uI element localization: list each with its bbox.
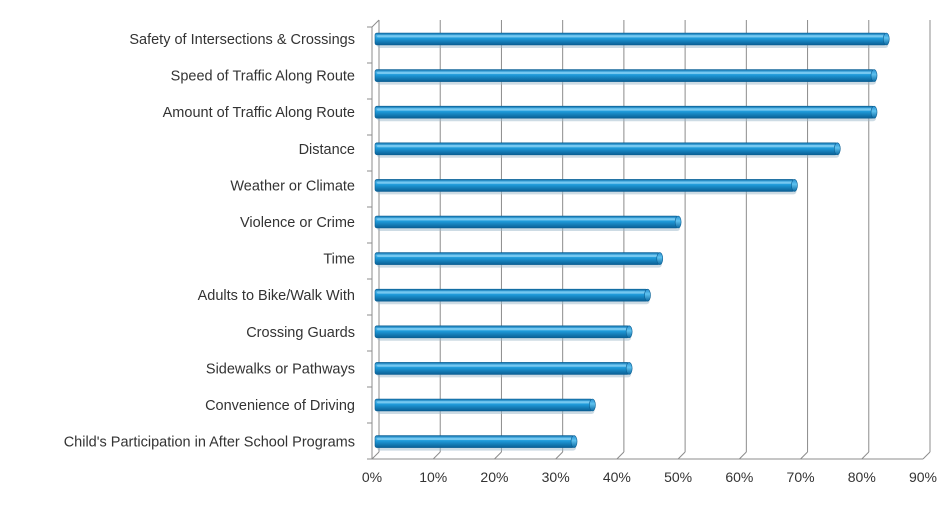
x-tick-label: 20% [480, 469, 508, 485]
bar-highlight [377, 145, 836, 148]
bar-highlight [377, 181, 793, 184]
bar [374, 288, 651, 305]
bars [374, 32, 890, 451]
bar [374, 398, 596, 414]
bar-highlight [377, 71, 873, 74]
bar-cap [589, 398, 596, 412]
category-label: Time [323, 252, 355, 268]
bar-body [374, 179, 795, 192]
bar-cap [882, 32, 890, 46]
bar [374, 179, 798, 195]
category-label: Distance [299, 142, 355, 158]
gridline-floor [371, 451, 380, 460]
bar-highlight [377, 108, 873, 111]
bar [374, 215, 682, 231]
category-label: Violence or Crime [240, 215, 355, 231]
category-label: Adults to Bike/Walk With [198, 288, 355, 304]
bar-body [374, 32, 887, 46]
category-label: Safety of Intersections & Crossings [129, 32, 355, 48]
bar-body [374, 252, 661, 265]
bar-cap [644, 288, 651, 302]
x-tick-label: 0% [362, 469, 382, 485]
bar [374, 252, 664, 268]
category-label: Child's Participation in After School Pr… [64, 435, 355, 451]
category-label: Weather or Climate [230, 178, 355, 194]
gridline-floor [800, 451, 808, 460]
bar-highlight [377, 35, 885, 38]
gridlines [371, 20, 931, 460]
bar-body [374, 142, 838, 156]
category-label: Amount of Traffic Along Route [163, 105, 355, 121]
bar [374, 105, 878, 122]
bar-body [374, 398, 593, 412]
category-label: Speed of Traffic Along Route [171, 69, 355, 85]
x-tick-label: 40% [603, 469, 631, 485]
axes [367, 19, 923, 460]
bar [374, 362, 633, 378]
bar [374, 435, 578, 451]
category-label: Crossing Guards [246, 325, 355, 341]
category-label: Sidewalks or Pathways [206, 361, 355, 377]
category-label: Convenience of Driving [205, 398, 355, 414]
gridline-floor [432, 451, 441, 460]
bar-highlight [377, 401, 591, 404]
bar-highlight [377, 437, 573, 440]
bar-cap [656, 252, 664, 265]
gridline-floor [861, 451, 870, 460]
bar-highlight [377, 291, 646, 294]
bar-body [374, 325, 630, 339]
bar [374, 142, 841, 158]
bar [374, 69, 878, 85]
bar-cap [625, 362, 633, 375]
x-tick-label: 60% [725, 469, 753, 485]
bar-body [374, 215, 679, 229]
x-tick-labels: 0% 10% 20% 30% 40% 50% 60% 70% 80% 90% [362, 469, 937, 485]
bar-cap [570, 435, 578, 448]
x-tick-label: 90% [909, 469, 937, 485]
gridline-floor [922, 451, 931, 460]
bar-body [374, 69, 875, 82]
x-tick-label: 50% [664, 469, 692, 485]
bar-highlight [377, 364, 628, 367]
x-tick-label: 80% [848, 469, 876, 485]
x-tick-label: 30% [542, 469, 570, 485]
bar-cap [674, 215, 682, 229]
bar-body [374, 288, 648, 302]
bar-cap [833, 142, 841, 156]
bar-cap [625, 325, 633, 339]
bar-cap [870, 105, 878, 119]
gridline-floor [494, 451, 502, 460]
bar [374, 325, 633, 341]
bar [374, 32, 890, 48]
gridline-floor [616, 451, 625, 460]
bar-cap [791, 179, 798, 192]
gridline-floor [677, 451, 686, 460]
bar-body [374, 105, 875, 119]
x-tick-label: 10% [419, 469, 447, 485]
bar-body [374, 362, 630, 375]
bar-highlight [377, 218, 677, 221]
bar-cap [870, 69, 878, 82]
bar-highlight [377, 254, 658, 257]
gridline-floor [555, 451, 564, 460]
x-tick-label: 70% [787, 469, 815, 485]
bar-highlight [377, 328, 628, 331]
y-axis-top-edge [371, 19, 380, 28]
category-labels: Safety of Intersections & Crossings Speed… [64, 32, 355, 451]
gridline-floor [738, 451, 747, 460]
bar-body [374, 435, 575, 448]
